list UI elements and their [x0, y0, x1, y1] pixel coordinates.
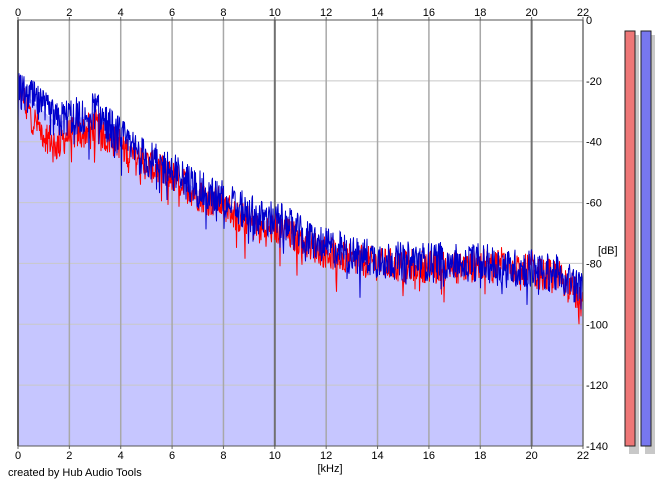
x-tick-label-bottom: 12	[320, 450, 332, 462]
series-line	[17, 73, 584, 310]
x-tick-label-top: 10	[269, 7, 281, 19]
y-tick-label: -140	[586, 441, 608, 453]
plot-frame	[17, 19, 584, 447]
tick-layer: 002244668810101212141416161818202022220-…	[15, 7, 608, 462]
x-tick-label-bottom: 22	[577, 450, 589, 462]
x-tick-label-top: 6	[169, 7, 175, 19]
x-tick-label-top: 18	[474, 7, 486, 19]
x-tick-label-bottom: 10	[269, 450, 281, 462]
x-tick-label-top: 16	[423, 7, 435, 19]
y-tick-label: -20	[586, 76, 602, 88]
x-tick-label-bottom: 16	[423, 450, 435, 462]
x-tick-label-top: 22	[577, 7, 589, 19]
x-tick-label-bottom: 20	[526, 450, 538, 462]
x-tick-label-top: 14	[371, 7, 383, 19]
x-tick-label-top: 20	[526, 7, 538, 19]
meter-bar	[624, 30, 636, 447]
series-layer	[17, 73, 584, 325]
x-tick-label-bottom: 4	[118, 450, 124, 462]
x-tick-label-top: 12	[320, 7, 332, 19]
x-tick-label-bottom: 6	[169, 450, 175, 462]
y-tick-label: -60	[586, 198, 602, 210]
x-tick-label-top: 4	[118, 7, 124, 19]
y-tick-label: -80	[586, 258, 602, 270]
x-tick-label-top: 0	[15, 7, 21, 19]
y-tick-label: 0	[586, 15, 592, 27]
x-tick-label-bottom: 14	[371, 450, 383, 462]
y-tick-label: -100	[586, 319, 608, 331]
x-tick-label-top: 2	[66, 7, 72, 19]
x-tick-label-top: 8	[220, 7, 226, 19]
y-axis-label: [dB]	[598, 245, 618, 257]
x-tick-label-bottom: 18	[474, 450, 486, 462]
x-tick-label-bottom: 8	[220, 450, 226, 462]
x-tick-label-bottom: 2	[66, 450, 72, 462]
x-axis-label: [kHz]	[317, 463, 342, 475]
y-tick-label: -40	[586, 137, 602, 149]
credit-text: created by Hub Audio Tools	[8, 467, 142, 479]
y-tick-label: -120	[586, 380, 608, 392]
x-tick-label-bottom: 0	[15, 450, 21, 462]
level-meters	[624, 30, 655, 454]
meter-bar	[640, 30, 652, 447]
